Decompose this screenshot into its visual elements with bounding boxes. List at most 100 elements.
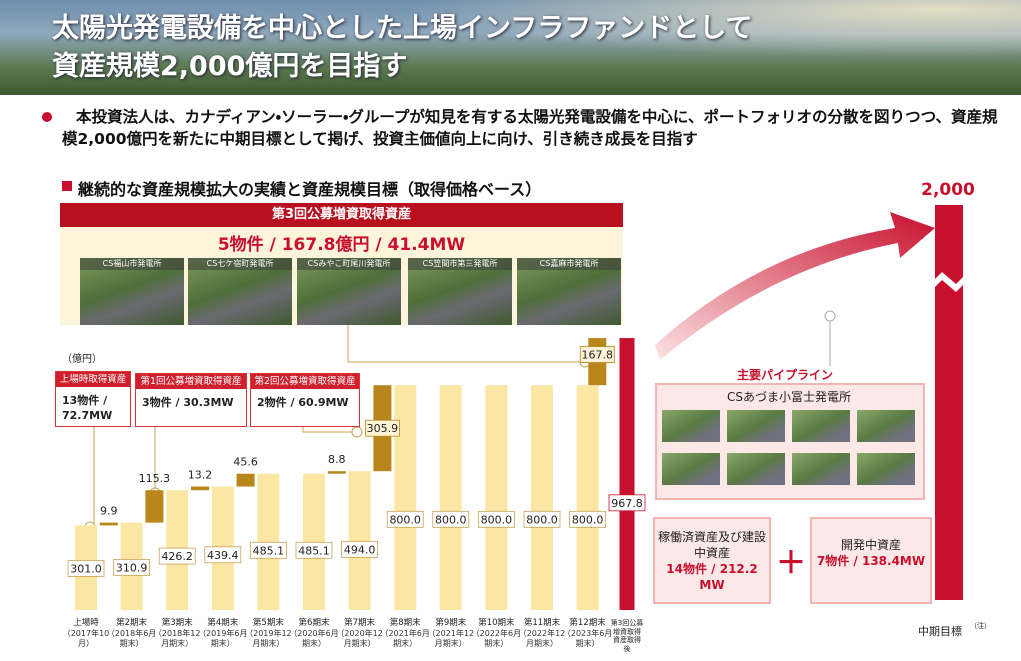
value-label-box <box>341 541 379 558</box>
value-label: 800.0 <box>526 513 558 526</box>
leader-line <box>302 425 357 433</box>
increment-label: 115.3 <box>139 472 171 485</box>
category-note: （2020年6月期末） <box>289 629 339 648</box>
bar <box>439 385 462 610</box>
pipeline-plant: CSあづま小富士発電所 <box>727 390 851 404</box>
asset-body: 14物件 / 212.2 MW <box>666 562 758 592</box>
offering-title: 第3回公募増資取得資産 <box>60 203 623 227</box>
pipeline-title: 主要パイプライン <box>720 366 850 383</box>
value-label-box <box>386 510 424 528</box>
increment-label: 8.8 <box>328 453 346 466</box>
plant-caption: CS嘉麻市発電所 <box>517 258 621 270</box>
value-label: 800.0 <box>435 513 467 526</box>
bar <box>303 473 325 610</box>
growth-arrow <box>655 212 935 360</box>
category-label: 第7期末 <box>344 618 376 628</box>
value-label-box <box>67 559 105 577</box>
callout-body: 3物件 / 30.3MW <box>142 396 234 409</box>
offering-summary: 5物件 / 167.8億円 / 41.4MW <box>217 235 466 255</box>
plant-caption: CSみやこ町尾川発電所 <box>297 258 401 270</box>
increment-label: 305.9 <box>367 422 399 435</box>
value-label: 310.9 <box>116 561 148 574</box>
callout-body: 13物件 / 72.7MW <box>62 394 113 422</box>
pipeline-photo <box>727 453 785 485</box>
value-label-box <box>523 510 561 528</box>
category-note: （2021年12月期末） <box>427 629 475 648</box>
category-note: （2022年6月期末） <box>471 629 522 648</box>
value-label-box <box>477 510 515 528</box>
increment-bar <box>99 522 118 526</box>
callout-title: 上場時取得資産 <box>56 372 130 387</box>
category-note: （2018年6月期末） <box>106 629 157 648</box>
pipeline-photo <box>792 453 850 485</box>
value-label: 426.2 <box>161 550 193 563</box>
bar <box>531 385 553 610</box>
value-label: 439.4 <box>207 549 239 562</box>
value-label: 800.0 <box>572 513 604 526</box>
category-label: 第4期末 <box>207 618 239 628</box>
callout-title: 第2回公募増資取得資産 <box>251 374 359 389</box>
header-light <box>0 0 1021 95</box>
pipeline-photo <box>857 453 915 485</box>
plus-sign: ＋ <box>776 546 806 581</box>
category-label: 第2期末 <box>116 618 148 628</box>
value-label: 800.0 <box>389 513 421 526</box>
bar <box>394 385 417 610</box>
category-label: 第3回公募増資取得資産取得後 <box>610 619 644 653</box>
category-label: 第10期末 <box>478 618 515 628</box>
unit-label: （億円） <box>62 354 102 365</box>
bar <box>257 473 280 610</box>
value-label-box <box>608 494 646 512</box>
value-label: 485.1 <box>253 544 285 557</box>
bullet-text: 本投資法人は、カナディアン・ソーラー・グループが知見を有する太陽光発電設備を中心… <box>62 108 998 148</box>
pipeline-photo <box>662 410 720 442</box>
value-label: 800.0 <box>481 513 513 526</box>
category-label: 第6期末 <box>298 618 330 628</box>
callout: 第1回公募増資取得資産 3物件 / 30.3MW <box>135 373 247 427</box>
category-note: （2019年6月期末） <box>198 629 248 648</box>
callout: 上場時取得資産 13物件 / 72.7MW <box>55 371 131 427</box>
increment-label-box <box>579 346 615 363</box>
value-label: 494.0 <box>344 543 376 556</box>
plant-caption: CS笠間市第三発電所 <box>408 258 512 270</box>
value-label: 967.8 <box>611 497 643 510</box>
category-label: 第8期末 <box>389 618 421 628</box>
callout: 第2回公募増資取得資産 2物件 / 60.9MW <box>250 373 360 427</box>
asset-body: 7物件 / 138.4MW <box>816 554 926 568</box>
pipeline-photo <box>857 410 915 442</box>
category-label: 第5期末 <box>252 618 284 628</box>
value-label-box <box>569 510 606 528</box>
value-label-box <box>432 510 470 528</box>
increment-label: 45.6 <box>233 456 258 469</box>
value-label-box <box>158 547 196 565</box>
category-note: （2019年12月期末） <box>245 629 292 648</box>
category-note: （2023年6月期末） <box>562 629 613 648</box>
bullet-dot <box>42 112 52 122</box>
category-label: 第12期末 <box>569 618 606 628</box>
asset-title: 稼働済資産及び建設中資産 <box>657 530 766 560</box>
pipeline-photo <box>727 410 785 442</box>
increment-bar <box>145 490 164 523</box>
category-note: （2018年12月期末） <box>153 629 201 648</box>
increment-bar <box>191 486 209 491</box>
callout-title: 第1回公募増資取得資産 <box>136 374 246 389</box>
category-label: 第9期末 <box>435 618 467 628</box>
value-label-box <box>204 546 242 564</box>
plant-caption: CS七ケ宿町発電所 <box>188 258 292 270</box>
value-label-box <box>113 559 150 576</box>
target-name: 中期目標 <box>918 625 962 638</box>
increment-label-box <box>364 419 400 437</box>
section-heading: 継続的な資産規模拡大の実績と資産規模目標（取得価格ベース） <box>78 180 542 199</box>
category-label: 第11期末 <box>523 618 561 628</box>
category-note: （2017年10月） <box>62 629 110 648</box>
category-label: 上場時 <box>73 618 99 628</box>
category-label: 第3期末 <box>161 618 193 628</box>
asset-title: 開発中資産 <box>840 538 901 552</box>
pipeline-photo <box>792 410 850 442</box>
axis-break <box>930 272 968 292</box>
increment-bar <box>327 471 346 474</box>
target-bar <box>935 205 963 600</box>
asset-box: 開発中資産 7物件 / 138.4MW <box>810 517 932 604</box>
